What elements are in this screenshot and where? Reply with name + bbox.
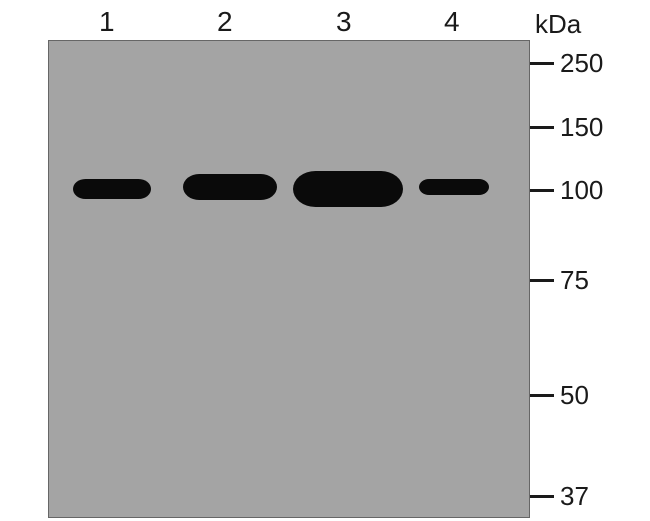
band-lane-1 bbox=[73, 179, 151, 199]
marker-label-150: 150 bbox=[560, 112, 603, 143]
lane-label-1: 1 bbox=[99, 6, 115, 38]
lane-label-2: 2 bbox=[217, 6, 233, 38]
marker-label-75: 75 bbox=[560, 265, 589, 296]
lane-label-3: 3 bbox=[336, 6, 352, 38]
lane-label-4: 4 bbox=[444, 6, 460, 38]
blot-membrane bbox=[48, 40, 530, 518]
marker-tick-75 bbox=[530, 279, 554, 282]
marker-label-37: 37 bbox=[560, 481, 589, 512]
unit-label: kDa bbox=[535, 9, 581, 40]
band-lane-2 bbox=[183, 174, 277, 200]
marker-label-250: 250 bbox=[560, 48, 603, 79]
marker-tick-150 bbox=[530, 126, 554, 129]
band-lane-4 bbox=[419, 179, 489, 195]
marker-label-50: 50 bbox=[560, 380, 589, 411]
marker-tick-50 bbox=[530, 394, 554, 397]
marker-label-100: 100 bbox=[560, 175, 603, 206]
marker-tick-100 bbox=[530, 189, 554, 192]
marker-tick-250 bbox=[530, 62, 554, 65]
band-lane-3 bbox=[293, 171, 403, 207]
blot-figure: 1 2 3 4 kDa 250 150 100 75 50 37 bbox=[0, 0, 650, 521]
marker-tick-37 bbox=[530, 495, 554, 498]
